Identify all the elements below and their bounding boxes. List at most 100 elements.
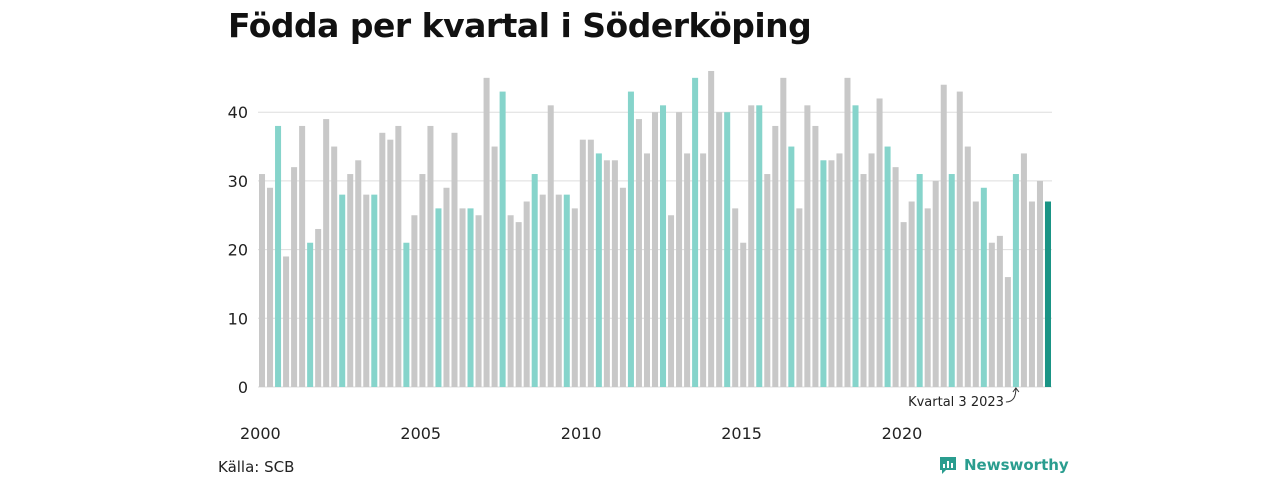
bar — [395, 125, 402, 387]
bar — [996, 235, 1003, 387]
bar — [291, 167, 298, 387]
bar — [435, 208, 442, 387]
bar — [988, 242, 995, 387]
x-tick-label: 2020 — [882, 424, 923, 443]
y-axis-tick-labels: 0 10 20 30 40 — [228, 103, 248, 397]
bar — [676, 112, 683, 387]
bar — [483, 77, 490, 387]
bar — [868, 153, 875, 387]
bar — [924, 208, 931, 387]
bar — [932, 180, 939, 387]
bar — [820, 160, 827, 387]
bar — [788, 146, 795, 387]
bar — [724, 112, 731, 387]
x-axis-tick-labels: 2000 2005 2010 2015 2020 — [240, 424, 922, 443]
bar — [804, 105, 811, 387]
annotation-label: Kvartal 3 2023 — [908, 395, 1004, 410]
annotation: Kvartal 3 2023 — [908, 387, 1020, 410]
bar — [940, 84, 947, 387]
bar — [619, 187, 626, 387]
bar — [948, 174, 955, 387]
chart-title: Födda per kvartal i Söderköping — [228, 6, 812, 45]
bar — [515, 222, 522, 387]
bar — [523, 201, 530, 387]
bar — [916, 174, 923, 387]
bar — [892, 167, 899, 387]
bar — [403, 242, 410, 387]
bar — [331, 146, 338, 387]
bar — [964, 146, 971, 387]
bar — [732, 208, 739, 387]
bar — [299, 125, 306, 387]
x-tick-label: 2000 — [240, 424, 281, 443]
bar — [627, 91, 634, 387]
bar — [539, 194, 546, 387]
bar — [980, 187, 987, 387]
y-tick-label: 30 — [228, 172, 248, 191]
bar — [1028, 201, 1035, 387]
bar — [972, 201, 979, 387]
bar — [860, 174, 867, 387]
bar — [708, 70, 715, 387]
bar — [451, 132, 458, 387]
bar — [563, 194, 570, 387]
bar — [1044, 201, 1051, 387]
bar — [499, 91, 506, 387]
bar — [363, 194, 370, 387]
bar — [467, 208, 474, 387]
bar — [347, 174, 354, 387]
bar — [443, 187, 450, 387]
bar — [531, 174, 538, 387]
bar — [756, 105, 763, 387]
bar — [716, 112, 723, 387]
bar — [684, 153, 691, 387]
bar — [411, 215, 418, 387]
y-tick-label: 10 — [228, 309, 248, 328]
bar — [748, 105, 755, 387]
bar — [796, 208, 803, 387]
bar — [643, 153, 650, 387]
bar — [844, 77, 851, 387]
bar — [836, 153, 843, 387]
bar — [579, 139, 586, 387]
bar — [323, 119, 330, 387]
bar — [475, 215, 482, 387]
bar — [651, 112, 659, 387]
bar — [283, 256, 290, 387]
bar — [587, 139, 594, 387]
bar — [387, 139, 394, 387]
bar — [339, 194, 346, 387]
bar — [700, 153, 707, 387]
bar — [740, 242, 747, 387]
bar — [772, 125, 779, 387]
bar — [315, 228, 322, 387]
bar — [355, 160, 362, 387]
bar — [459, 208, 466, 387]
bar — [507, 215, 514, 387]
bar — [603, 160, 610, 387]
bar — [852, 105, 859, 387]
bar — [1012, 174, 1019, 387]
bar — [1004, 277, 1011, 387]
y-tick-label: 20 — [228, 241, 248, 260]
annotation-arrow — [1005, 387, 1020, 403]
bar — [900, 222, 907, 387]
bar — [828, 160, 835, 387]
bar — [491, 146, 498, 387]
bar — [427, 125, 434, 387]
brand-logo: Newsworthy — [938, 455, 1069, 475]
bar — [660, 105, 667, 387]
x-tick-label: 2015 — [721, 424, 762, 443]
bar — [876, 98, 883, 388]
bar — [1020, 153, 1027, 387]
bar — [884, 146, 891, 387]
bar — [956, 91, 963, 387]
bar — [595, 153, 602, 387]
bar — [547, 105, 554, 387]
y-tick-label: 40 — [228, 103, 248, 122]
bar — [812, 125, 819, 387]
bar — [307, 242, 314, 387]
bar — [571, 208, 578, 387]
bar — [611, 160, 618, 387]
